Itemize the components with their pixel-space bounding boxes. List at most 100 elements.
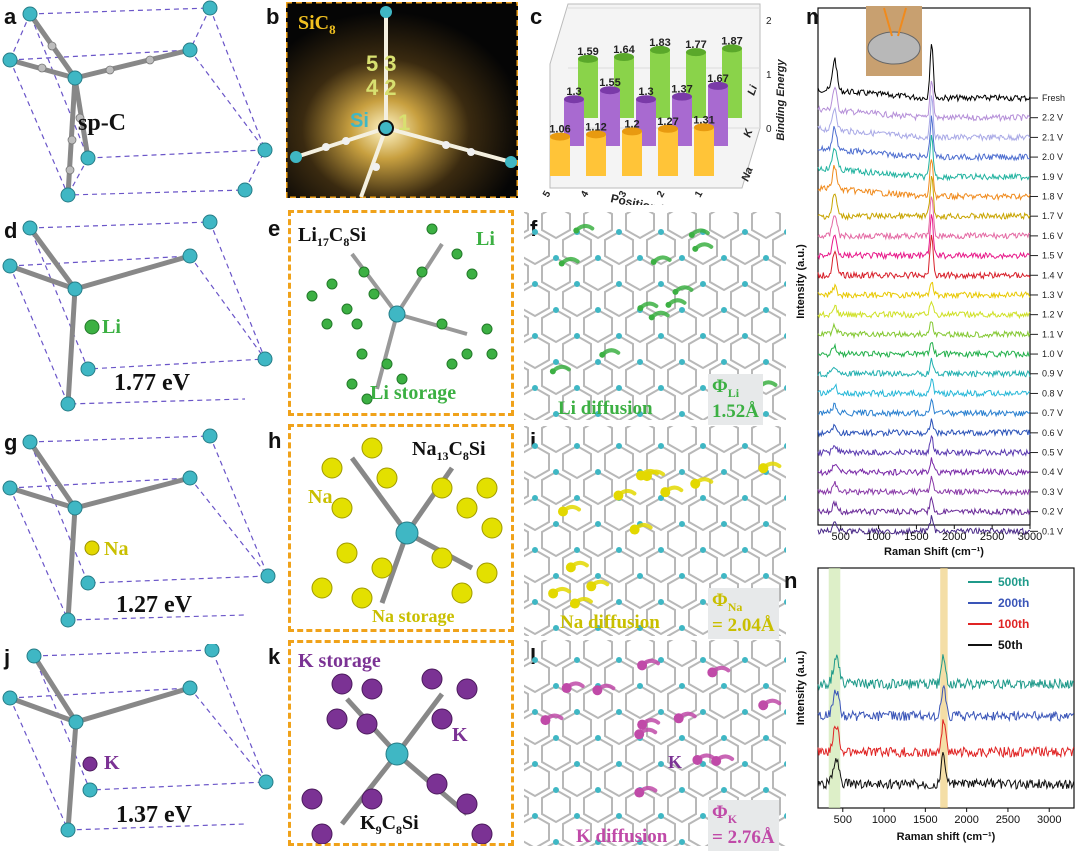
lattice-ring — [646, 762, 676, 798]
si-atom — [553, 359, 559, 365]
lattice-ring — [604, 600, 634, 636]
lattice-ring — [709, 640, 739, 668]
z-axis-label: Binding Energy — [775, 58, 787, 140]
spectrum-line — [817, 95, 1031, 142]
li-diffusion-label: Li diffusion — [558, 398, 653, 419]
series-label: 2.1 V — [1042, 132, 1063, 142]
bar-na — [586, 134, 606, 176]
lattice-ring — [772, 549, 786, 583]
lattice-ring — [667, 426, 697, 454]
k-formula: K9C8Si — [360, 812, 419, 838]
si-atom — [700, 599, 706, 605]
lattice-ring — [751, 256, 781, 292]
si-atom — [658, 761, 664, 767]
na-formula-b-sub: 8 — [462, 449, 469, 463]
si-atom — [721, 573, 727, 579]
lattice-ring — [604, 548, 634, 584]
ion-atom — [688, 232, 695, 239]
si-atom — [553, 683, 559, 689]
si-atom — [742, 709, 748, 715]
lattice-ring — [667, 212, 697, 240]
si-atom — [616, 709, 622, 715]
ion-atom — [548, 588, 559, 599]
ion-atom — [650, 258, 657, 265]
spectrum-line — [817, 80, 1031, 123]
bar-value-label: 1.27 — [657, 116, 678, 128]
spectrum-line — [817, 159, 1031, 202]
spectrum-line — [817, 684, 1075, 723]
spectrum-line — [817, 214, 1031, 261]
spectrum-line — [817, 234, 1031, 280]
lattice-ring — [667, 360, 697, 396]
series-label: 0.6 V — [1042, 428, 1063, 438]
si-atom — [763, 787, 769, 793]
lattice-ring — [709, 308, 739, 344]
lattice-ring — [604, 658, 634, 694]
lattice-ring — [541, 788, 571, 824]
lattice-ring — [524, 282, 550, 318]
si-atom — [784, 761, 786, 767]
ion-atom — [690, 478, 701, 489]
si-atom — [784, 657, 786, 663]
lattice-ring — [562, 548, 592, 584]
series-label: 0.2 V — [1042, 507, 1063, 517]
si-atom — [616, 813, 622, 819]
lattice-ring — [751, 308, 781, 344]
lattice-ring — [625, 308, 655, 344]
si-atom — [616, 281, 622, 287]
si-atom — [763, 411, 769, 417]
k-phi-symbol: Φ — [712, 802, 728, 823]
na-phi-sub: Na — [727, 599, 743, 614]
lattice-ring — [625, 256, 655, 292]
si-atom — [721, 255, 727, 261]
lattice-ring — [667, 574, 697, 610]
lattice-ring — [583, 360, 613, 396]
si-atom — [784, 229, 786, 235]
lattice-ring — [772, 335, 786, 369]
series-label: 1.0 V — [1042, 349, 1063, 359]
z-tick-label: 0 — [766, 124, 772, 135]
na-storage-label: Na storage — [372, 606, 455, 626]
lattice-ring — [730, 230, 760, 266]
series-label: 1.1 V — [1042, 329, 1063, 339]
panel-label-d: d — [4, 218, 18, 243]
si-atom — [679, 625, 685, 631]
series-label: Fresh — [1042, 93, 1065, 103]
bar-value-label: 1.06 — [549, 124, 570, 136]
lattice-ring — [667, 736, 697, 772]
lattice-ring — [524, 548, 550, 584]
si-atom — [721, 359, 727, 365]
lattice-ring — [583, 426, 613, 454]
lattice-ring — [524, 496, 550, 532]
lattice-ring — [541, 470, 571, 506]
lattice-ring — [524, 814, 550, 846]
bar-value-label: 1.83 — [649, 37, 670, 49]
si-atom — [679, 411, 685, 417]
lattice-ring — [625, 426, 655, 454]
li-ion-label: Li — [476, 228, 495, 250]
series-label: 1.9 V — [1042, 172, 1063, 182]
panel-label-h: h — [268, 428, 282, 453]
si-atom — [784, 333, 786, 339]
ion-atom — [586, 581, 597, 592]
ion-atom — [565, 562, 576, 573]
lattice-ring — [541, 736, 571, 772]
bar-top-k — [672, 92, 692, 101]
panel-label-i: i — [530, 428, 537, 453]
lattice-ring — [562, 600, 592, 636]
spectrum-line — [817, 434, 1031, 458]
bar-value-label: 1.31 — [693, 114, 714, 126]
x-tick-label: 3000 — [1018, 531, 1042, 543]
si-atom — [700, 813, 706, 819]
lattice-ring — [541, 212, 571, 240]
si-atom — [742, 657, 748, 663]
series-label: 1.7 V — [1042, 211, 1063, 221]
si-atom — [763, 573, 769, 579]
spectrum-line — [817, 175, 1031, 222]
bar-top-k — [636, 95, 656, 104]
si-atom — [700, 443, 706, 449]
sic8-formula-sub: 8 — [329, 22, 336, 37]
bar-na — [694, 127, 714, 176]
lattice-ring — [524, 742, 529, 766]
